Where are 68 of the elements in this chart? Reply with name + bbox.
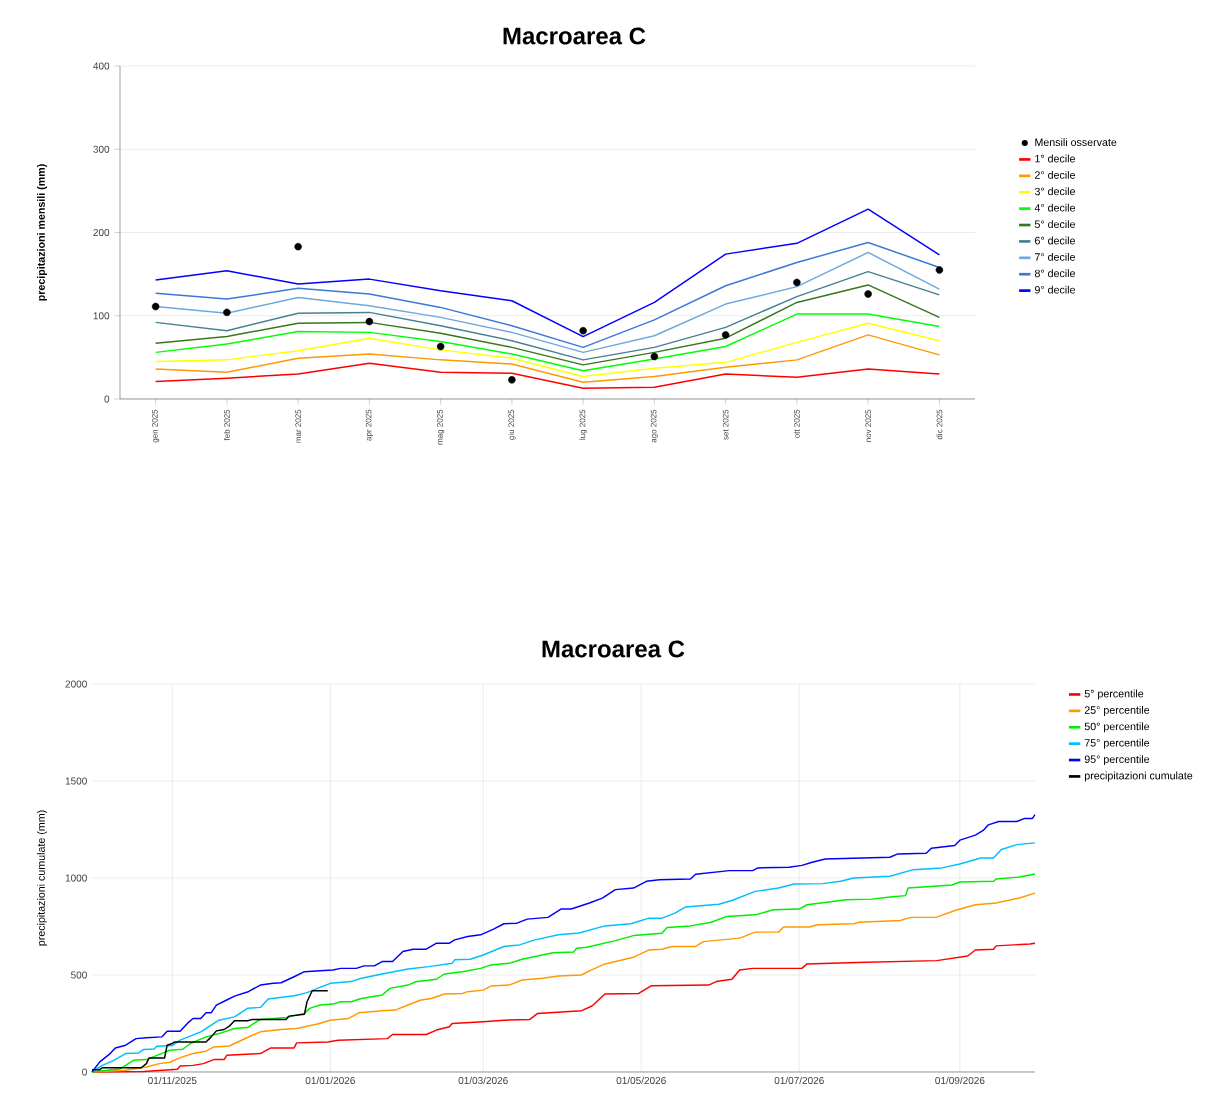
line-series — [154, 313, 941, 372]
line-series — [154, 284, 941, 366]
legend-label: 7° decile — [1035, 252, 1075, 261]
legend-label: precipitazioni cumulate — [1084, 771, 1193, 782]
line-series — [154, 362, 941, 389]
legend-label: 5° percentile — [1084, 689, 1144, 700]
y-tick-label: 0 — [82, 1068, 87, 1076]
point — [935, 266, 944, 274]
point — [721, 331, 730, 339]
x-tick-label: apr 2025 — [365, 409, 373, 441]
legend-label: 50° percentile — [1084, 722, 1150, 733]
x-tick-label: ott 2025 — [794, 409, 800, 438]
point — [650, 352, 659, 361]
y-tick-label: 0 — [104, 395, 110, 403]
legend-label: 1° decile — [1035, 154, 1075, 163]
chart-title: Macroarea C — [503, 27, 646, 45]
legend-label: 2° decile — [1035, 170, 1075, 179]
legend-label: 95° percentile — [1084, 755, 1150, 766]
x-tick-label: feb 2025 — [223, 409, 230, 441]
y-tick-label: 1500 — [65, 777, 87, 785]
y-tick-label: 500 — [71, 971, 87, 979]
legend-label: 25° percentile — [1084, 705, 1150, 716]
legend-label: 8° decile — [1034, 269, 1075, 278]
x-tick-label: mar 2025 — [295, 409, 301, 443]
x-tick-label: dic 2025 — [936, 409, 943, 440]
y-tick-label: 200 — [93, 228, 110, 237]
legend-label: 3° decile — [1034, 187, 1075, 196]
point — [793, 278, 801, 287]
legend-label: 4° decile — [1034, 203, 1075, 212]
x-tick-label: 01/01/2026 — [305, 1076, 355, 1085]
x-tick-label: 01/11/2025 — [148, 1076, 197, 1085]
line-series — [154, 334, 941, 384]
point — [294, 242, 302, 251]
y-tick-label: 300 — [93, 145, 110, 153]
line-series — [154, 270, 941, 361]
y-axis-title: precipitazioni mensili (mm) — [37, 164, 47, 301]
x-tick-label: set 2025 — [722, 409, 729, 440]
line-series — [154, 322, 941, 378]
y-axis-title: precipitazioni cumulate (mm) — [37, 810, 47, 946]
x-tick-label: nov 2025 — [865, 409, 871, 442]
y-tick-label: 100 — [93, 312, 110, 320]
y-tick-label: 400 — [93, 62, 110, 70]
x-tick-label: giu 2025 — [508, 409, 516, 440]
x-tick-label: 01/09/2026 — [935, 1076, 985, 1085]
point — [365, 317, 374, 326]
legend-label: 75° percentile — [1084, 738, 1150, 749]
x-tick-label: 01/05/2026 — [616, 1076, 666, 1085]
point — [223, 308, 231, 317]
y-tick-label: 2000 — [65, 680, 87, 688]
legend-label: 9° decile — [1034, 285, 1075, 294]
point — [579, 326, 587, 335]
legend-label: Mensili osservate — [1035, 138, 1117, 147]
y-tick-label: 1000 — [65, 874, 87, 882]
x-tick-label: gen 2025 — [152, 409, 160, 443]
x-tick-label: ago 2025 — [650, 409, 658, 443]
point — [864, 290, 872, 298]
x-tick-label: 01/07/2026 — [774, 1076, 824, 1085]
line-series — [91, 989, 329, 1071]
x-tick-label: lug 2025 — [579, 409, 587, 440]
x-tick-label: mag 2025 — [437, 409, 445, 445]
x-tick-label: 01/03/2026 — [458, 1076, 508, 1085]
line-series — [154, 208, 941, 338]
point — [508, 376, 516, 384]
legend-label: 5° decile — [1034, 220, 1075, 228]
chart-title: Macroarea C — [542, 640, 685, 658]
point — [151, 302, 160, 311]
point — [436, 342, 445, 351]
legend-label: 6° decile — [1035, 236, 1075, 245]
